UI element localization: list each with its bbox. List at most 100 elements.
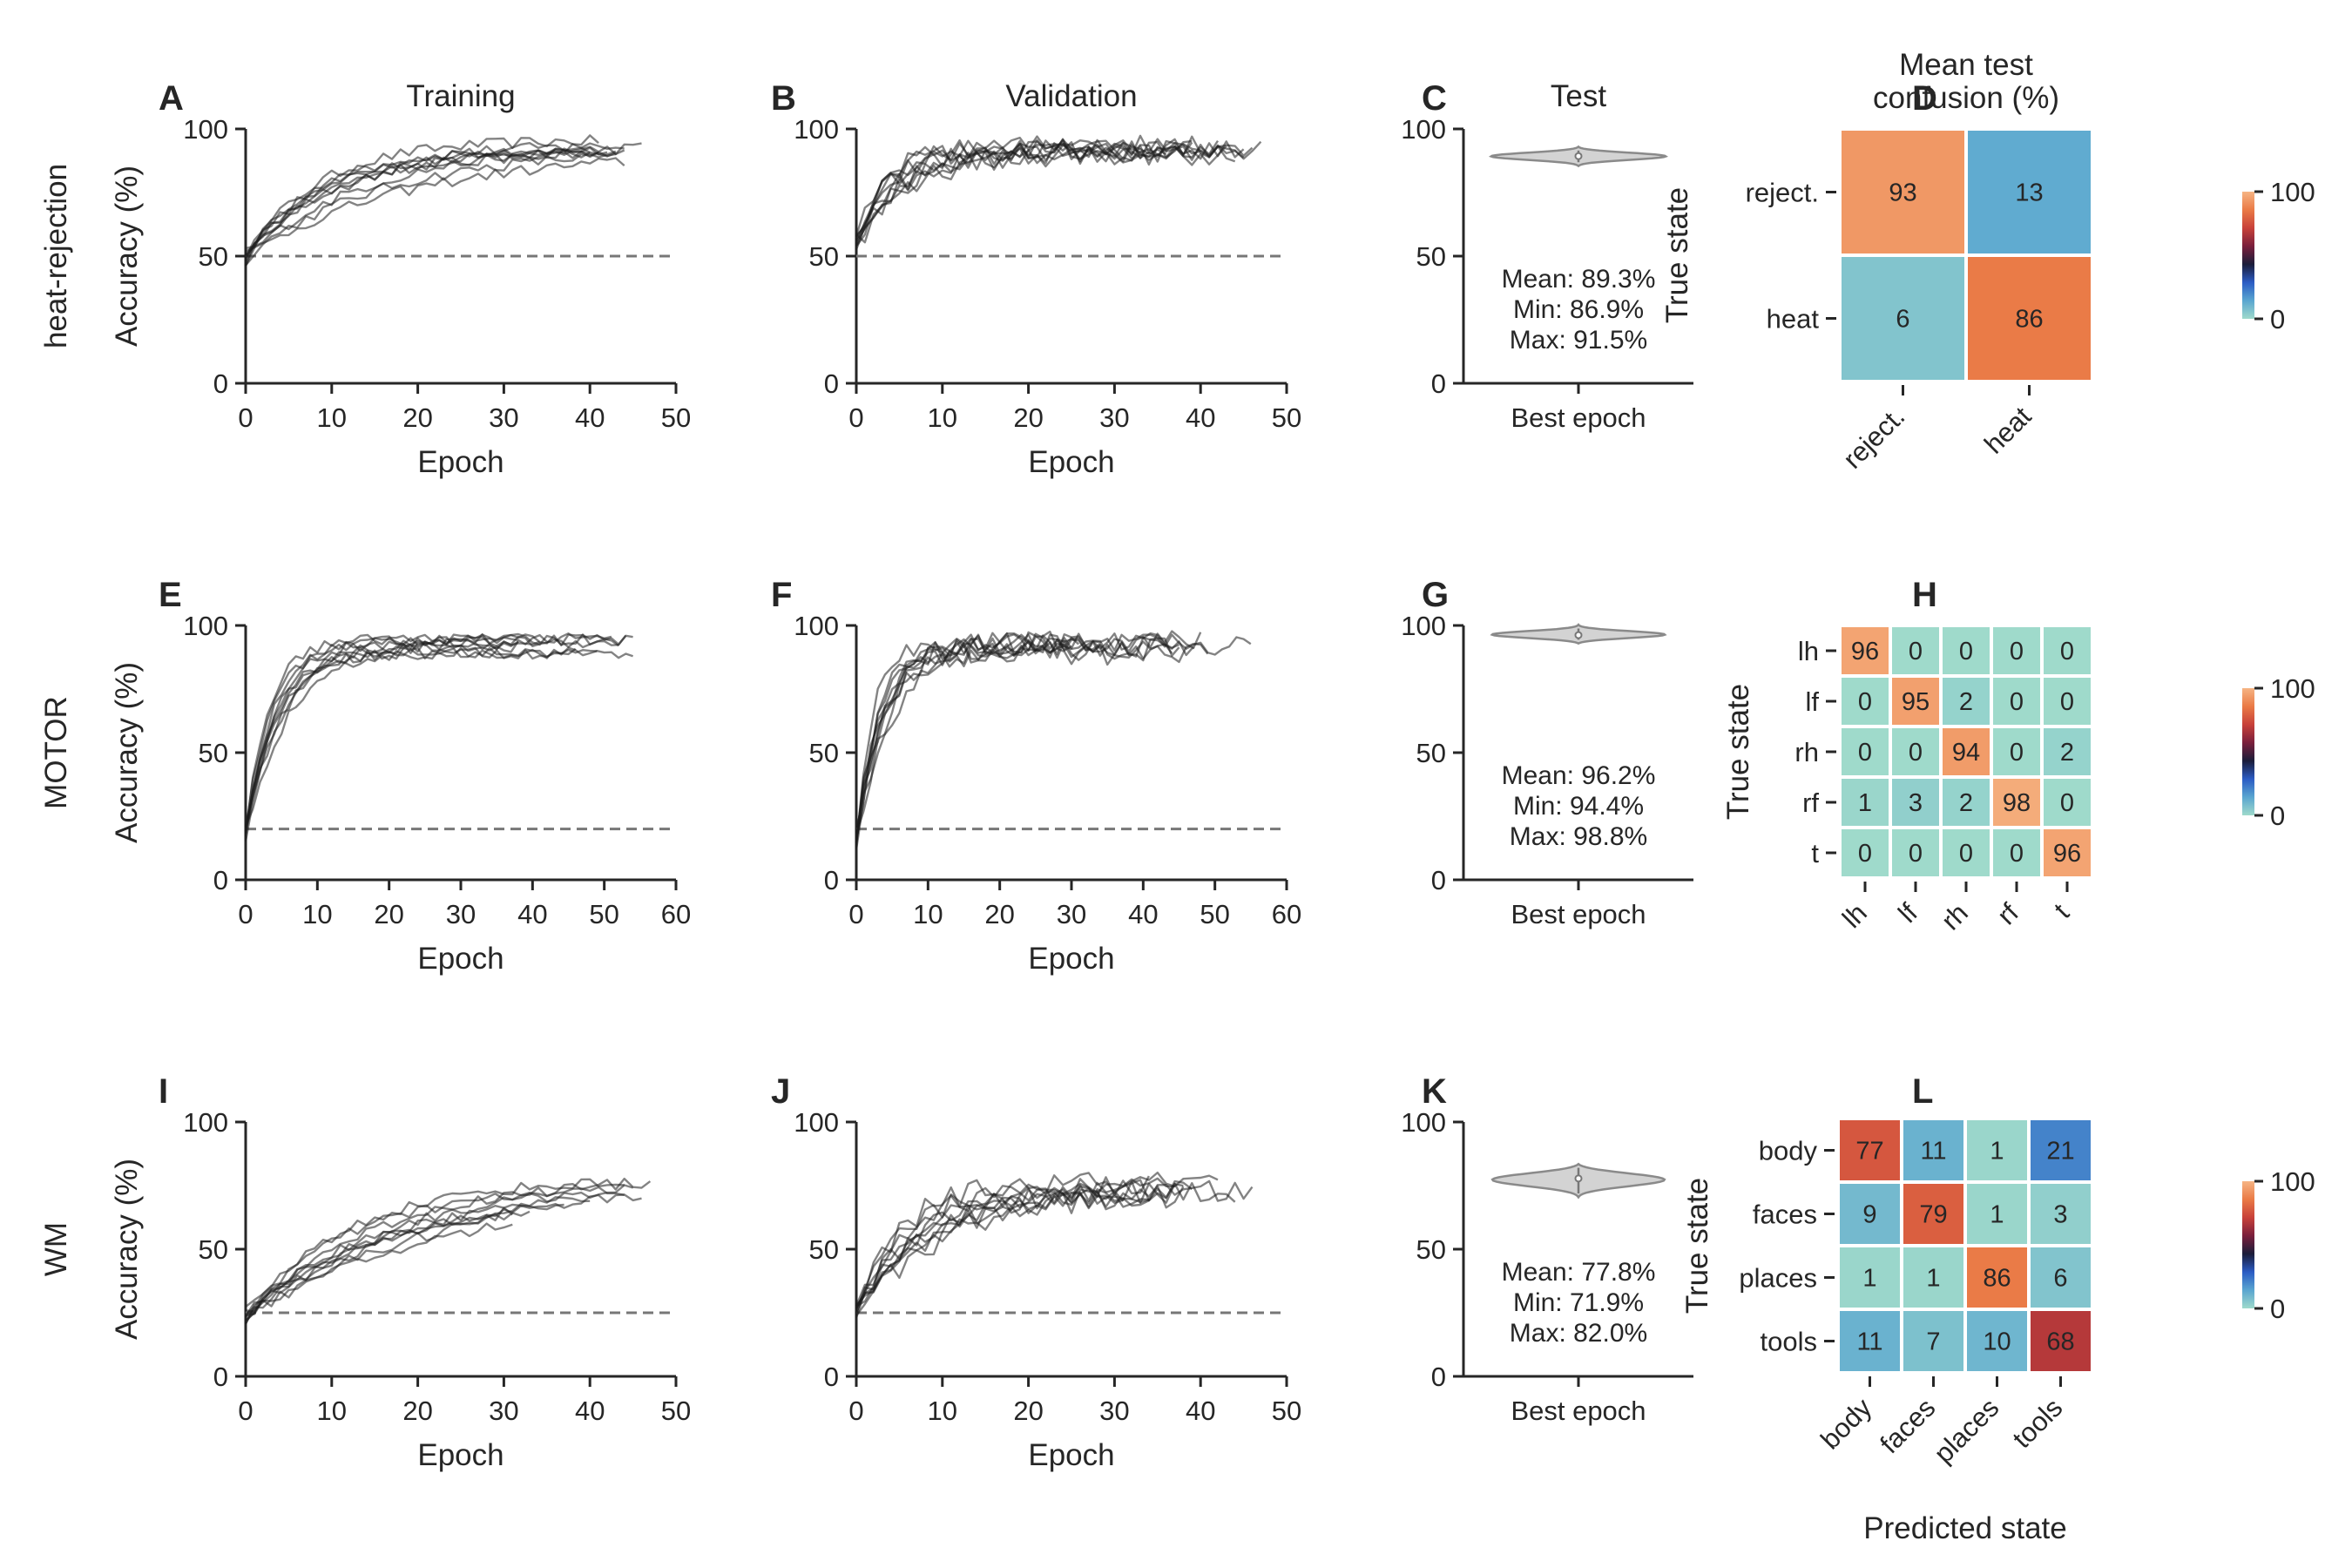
heatmap-cell <box>2027 1117 2094 1184</box>
run-line <box>244 640 519 832</box>
run-line <box>855 636 1194 845</box>
summary-stat-text: Max: 82.0% <box>1510 1319 1647 1348</box>
heatmap-col-label: lf <box>1892 897 1923 929</box>
heatmap-cell-value: 1 <box>1990 1138 2004 1166</box>
x-tick-label: 30 <box>1057 899 1086 929</box>
heatmap-cell-value: 98 <box>2003 789 2031 817</box>
heatmap-cell-value: 3 <box>1909 789 1923 817</box>
column-title: Training <box>406 79 515 113</box>
x-tick-label: 10 <box>928 402 957 433</box>
run-line <box>855 632 1173 843</box>
x-axis-label: Epoch <box>417 942 504 976</box>
heatmap-cell-value: 1 <box>1862 1265 1876 1293</box>
heatmap-cell-value: 86 <box>1983 1265 2011 1293</box>
x-tick-label: 0 <box>848 1396 863 1426</box>
y-tick-label: 50 <box>1416 241 1446 272</box>
colorbar-tick-label: 100 <box>2270 673 2315 704</box>
heatmap-cell-value: 1 <box>1990 1201 2004 1229</box>
heatmap-cell-value: 86 <box>2015 306 2043 334</box>
heatmap-cell-value: 96 <box>1851 638 1879 666</box>
x-tick-label: 10 <box>928 1396 957 1426</box>
heatmap-col-label: rf <box>1991 897 2024 930</box>
heatmap-cell <box>1838 624 1892 678</box>
y-tick-label: 50 <box>1416 738 1446 768</box>
y-tick-label: 50 <box>1416 1234 1446 1265</box>
run-line <box>855 142 1227 240</box>
heatmap-cell-value: 7 <box>1926 1328 1940 1356</box>
colorbar <box>2242 688 2254 815</box>
run-line <box>244 134 599 267</box>
run-line <box>245 1222 513 1317</box>
heatmap-cell-value: 6 <box>2053 1265 2067 1293</box>
heatmap-cell-value: 1 <box>1858 789 1872 817</box>
x-tick-label: 60 <box>1272 899 1301 929</box>
summary-stat-text: Mean: 77.8% <box>1502 1258 1656 1287</box>
x-tick-label: Best epoch <box>1511 402 1646 433</box>
summary-stat-text: Min: 86.9% <box>1513 295 1644 324</box>
y-axis-label: Accuracy (%) <box>110 1159 144 1340</box>
x-tick-label: 40 <box>1186 1396 1215 1426</box>
x-axis-label: Epoch <box>417 445 504 479</box>
y-tick-label: 0 <box>824 865 839 896</box>
run-line <box>244 640 541 827</box>
y-tick-label: 0 <box>213 368 228 399</box>
run-line <box>855 1175 1150 1309</box>
x-axis-label: Predicted state <box>1863 1511 2066 1545</box>
y-tick-label: 50 <box>809 241 839 272</box>
y-tick-label: 50 <box>809 1234 839 1265</box>
run-line <box>245 142 642 257</box>
run-line <box>855 141 1245 246</box>
heatmap-cell <box>2027 1308 2094 1375</box>
panel-letter: K <box>1422 1072 1447 1111</box>
y-tick-label: 0 <box>824 1362 839 1392</box>
heatmap-row-label: rh <box>1794 737 1819 767</box>
x-tick-label: 30 <box>489 1396 518 1426</box>
heatmap-cell-value: 0 <box>2010 739 2024 767</box>
x-tick-label: 30 <box>1099 402 1129 433</box>
run-line <box>245 1178 625 1308</box>
x-tick-label: 20 <box>1013 402 1043 433</box>
heatmap-cell-value: 0 <box>1959 638 1973 666</box>
x-axis-label: Epoch <box>1028 942 1114 976</box>
run-line <box>855 139 1193 250</box>
run-line <box>244 1203 564 1318</box>
y-axis-label: True state <box>1721 684 1755 820</box>
panel-letter: F <box>771 576 792 614</box>
heatmap-cell-value: 0 <box>1909 840 1923 868</box>
y-tick-label: 100 <box>1401 611 1446 641</box>
x-tick-label: 60 <box>661 899 691 929</box>
heatmap-cell-value: 3 <box>2053 1201 2067 1229</box>
heatmap-row-label: places <box>1739 1263 1817 1294</box>
y-tick-label: 100 <box>794 1107 839 1138</box>
x-tick-label: 0 <box>238 1396 253 1426</box>
x-tick-label: 0 <box>848 402 863 433</box>
panel-letter: B <box>771 79 796 118</box>
heatmap-title: confusion (%) <box>1873 81 2059 115</box>
heatmap-col-label: lh <box>1836 897 1873 934</box>
y-tick-label: 0 <box>824 368 839 399</box>
heatmap-cell <box>1939 826 1993 880</box>
heatmap-cell-value: 10 <box>1983 1328 2011 1356</box>
heatmap-row-label: t <box>1811 838 1819 868</box>
y-tick-label: 100 <box>794 114 839 145</box>
x-tick-label: 40 <box>1128 899 1158 929</box>
summary-stat-text: Min: 94.4% <box>1513 792 1644 821</box>
x-axis-label: Epoch <box>1028 1438 1114 1472</box>
heatmap-cell-value: 11 <box>1856 1328 1882 1356</box>
y-tick-label: 100 <box>1401 114 1446 145</box>
heatmap-cell <box>1990 826 2044 880</box>
heatmap-cell-value: 0 <box>1858 739 1872 767</box>
heatmap-cell <box>1838 826 1892 880</box>
panel-letter: D <box>1912 79 1937 118</box>
y-axis-label: True state <box>1680 1178 1714 1314</box>
x-tick-label: 50 <box>1272 1396 1301 1426</box>
row-label: heat-rejection <box>39 164 73 348</box>
x-tick-label: 30 <box>489 402 518 433</box>
x-tick-label: 50 <box>589 899 618 929</box>
violin-median-dot <box>1574 152 1583 160</box>
y-tick-label: 50 <box>199 738 228 768</box>
heatmap-cell <box>1964 253 2094 383</box>
run-line <box>855 1177 1175 1319</box>
x-tick-label: 10 <box>317 1396 347 1426</box>
violin-median-dot <box>1574 1174 1583 1183</box>
